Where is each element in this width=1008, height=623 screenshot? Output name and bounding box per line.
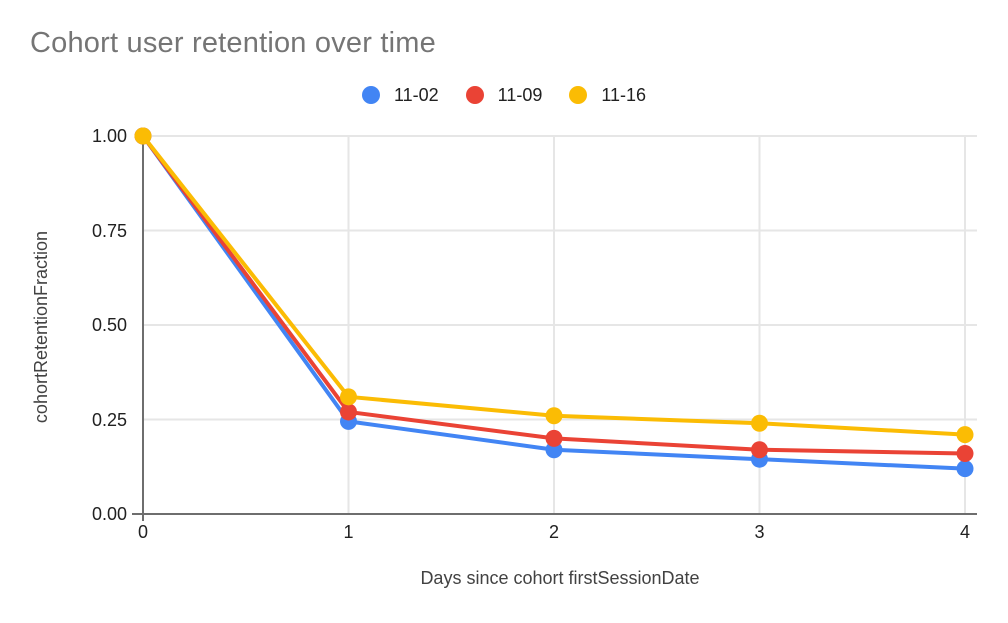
chart-title: Cohort user retention over time <box>30 27 436 59</box>
axis-lines <box>132 136 977 521</box>
data-point[interactable] <box>545 429 563 447</box>
legend-label: 11-02 <box>393 85 439 105</box>
y-tick-label: 1.00 <box>91 126 127 146</box>
data-point[interactable] <box>134 127 152 145</box>
legend-dot-icon <box>361 86 380 104</box>
data-point[interactable] <box>956 445 974 463</box>
data-point[interactable] <box>751 414 768 432</box>
x-tick-label: 3 <box>754 522 765 542</box>
x-tick-label: 4 <box>959 522 970 542</box>
legend-dot-icon <box>465 86 484 104</box>
y-tick-label: 0.75 <box>91 220 127 241</box>
data-point[interactable] <box>956 426 974 444</box>
legend-label: 11-16 <box>601 85 647 105</box>
legend: 11-02 11-09 11-16 <box>0 84 1008 106</box>
legend-label: 11-09 <box>497 85 543 105</box>
series-11-16[interactable] <box>134 127 974 444</box>
y-tick-label: 0.50 <box>91 315 127 335</box>
legend-item-11-02: 11-02 <box>361 84 439 106</box>
data-point[interactable] <box>340 388 357 406</box>
data-point[interactable] <box>751 441 768 459</box>
legend-item-11-09: 11-09 <box>465 84 543 106</box>
y-tick-label: 0.25 <box>91 409 127 430</box>
x-tick-label: 0 <box>137 522 148 542</box>
x-tick-label: 2 <box>548 522 559 542</box>
legend-dot-icon <box>569 86 588 104</box>
series-11-09[interactable] <box>134 127 974 463</box>
x-tick-label: 1 <box>343 522 354 542</box>
data-point[interactable] <box>545 407 563 425</box>
x-axis-title: Days since cohort firstSessionDate <box>420 568 700 588</box>
y-tick-label: 0.00 <box>91 504 127 524</box>
data-point[interactable] <box>956 460 974 478</box>
legend-item-11-16: 11-16 <box>569 84 646 106</box>
data-point[interactable] <box>340 403 357 421</box>
gridlines <box>143 135 977 514</box>
